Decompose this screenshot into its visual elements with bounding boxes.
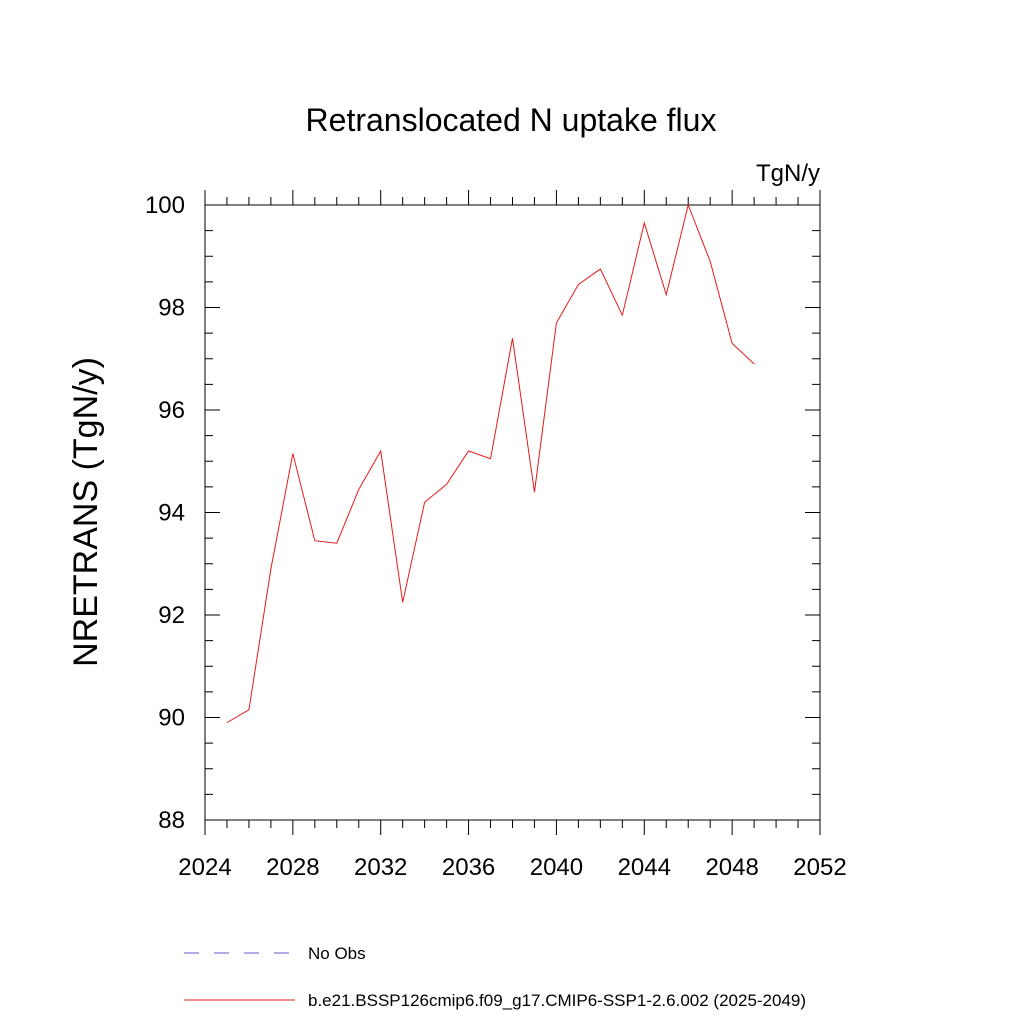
data-point	[247, 708, 250, 711]
x-tick-label: 2044	[618, 854, 671, 881]
y-axis-label: NRETRANS (TgN/y)	[67, 357, 105, 667]
data-point	[357, 488, 360, 491]
data-point	[291, 452, 294, 455]
data-point	[379, 450, 382, 453]
series-line-0	[226, 203, 755, 724]
data-point	[621, 314, 624, 317]
plot-area: 2024 2028 2032 2036 2040 2044 2048 2052 88 90 92 94…	[145, 190, 847, 881]
y-tick-label: 98	[158, 295, 185, 322]
data-point	[423, 501, 426, 504]
data-point	[599, 268, 602, 271]
y-tick-label: 96	[158, 397, 185, 424]
data-point	[511, 337, 514, 340]
chart-title: Retranslocated N uptake flux	[306, 102, 717, 138]
x-tick-label: 2036	[442, 854, 495, 881]
data-point	[555, 321, 558, 324]
legend-label: b.e21.BSSP126cmip6.f09_g17.CMIP6-SSP1-2.…	[308, 991, 806, 1010]
data-point	[467, 450, 470, 453]
x-tick-label: 2032	[354, 854, 407, 881]
y-tick-label: 100	[145, 192, 185, 219]
legend: No Obs b.e21.BSSP126cmip6.f09_g17.CMIP6-S…	[184, 944, 806, 1010]
data-point	[577, 283, 580, 286]
data-point	[731, 342, 734, 345]
legend-label: No Obs	[308, 944, 366, 963]
data-point	[643, 221, 646, 224]
x-tick-label: 2028	[266, 854, 319, 881]
data-point	[687, 204, 690, 207]
x-tick-label: 2048	[705, 854, 758, 881]
data-point	[313, 539, 316, 542]
data-point	[269, 567, 272, 570]
data-point	[335, 542, 338, 545]
plot-frame	[204, 204, 821, 821]
y-tick-label: 90	[158, 705, 185, 732]
x-tick-label: 2024	[178, 854, 231, 881]
y-tick-label: 92	[158, 602, 185, 629]
x-tick-label: 2040	[530, 854, 583, 881]
x-tick-label: 2052	[793, 854, 846, 881]
data-point	[489, 457, 492, 460]
y-tick-label: 94	[158, 500, 185, 527]
data-point	[401, 601, 404, 604]
data-point	[665, 293, 668, 296]
y-tick-label: 88	[158, 807, 185, 834]
data-point	[709, 260, 712, 263]
chart-units-label: TgN/y	[756, 160, 820, 187]
data-point	[533, 491, 536, 494]
data-point	[445, 483, 448, 486]
data-point	[753, 362, 756, 365]
data-point	[225, 721, 228, 724]
